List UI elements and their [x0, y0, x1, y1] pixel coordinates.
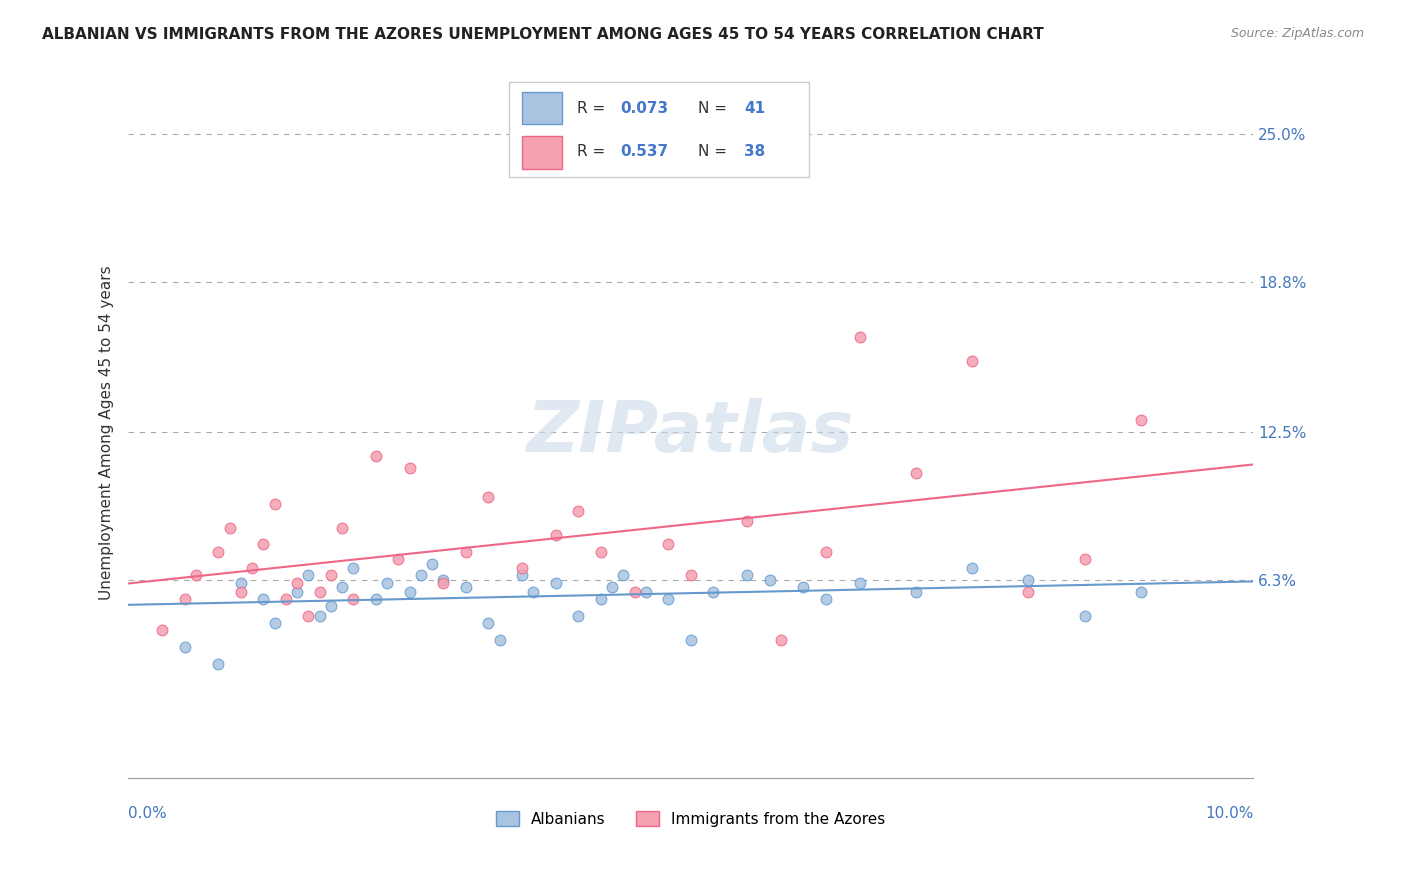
- Point: [960, 561, 983, 575]
- Point: [274, 592, 297, 607]
- Point: [1017, 585, 1039, 599]
- Y-axis label: Unemployment Among Ages 45 to 54 years: Unemployment Among Ages 45 to 54 years: [100, 265, 114, 599]
- Point: [522, 585, 544, 599]
- Text: 10.0%: 10.0%: [1205, 805, 1253, 821]
- Point: [252, 592, 274, 607]
- Point: [319, 568, 342, 582]
- Point: [735, 568, 758, 582]
- Point: [409, 568, 432, 582]
- Point: [398, 585, 420, 599]
- Point: [1073, 551, 1095, 566]
- Point: [252, 537, 274, 551]
- Point: [387, 551, 409, 566]
- Point: [297, 609, 319, 624]
- Point: [173, 592, 195, 607]
- Point: [510, 561, 533, 575]
- Point: [285, 575, 308, 590]
- Point: [544, 528, 567, 542]
- Point: [1073, 609, 1095, 624]
- Point: [375, 575, 398, 590]
- Point: [432, 575, 454, 590]
- Point: [150, 624, 173, 638]
- Point: [904, 466, 927, 480]
- Text: 0.0%: 0.0%: [128, 805, 167, 821]
- Text: 41: 41: [744, 101, 765, 116]
- Point: [679, 568, 702, 582]
- Point: [308, 609, 330, 624]
- Point: [263, 616, 285, 631]
- Point: [567, 504, 589, 518]
- Point: [240, 561, 263, 575]
- Point: [398, 461, 420, 475]
- Point: [1129, 585, 1152, 599]
- Point: [454, 544, 477, 558]
- Point: [364, 449, 387, 463]
- Point: [679, 632, 702, 647]
- Point: [848, 575, 870, 590]
- Point: [308, 585, 330, 599]
- Point: [297, 568, 319, 582]
- Point: [218, 521, 240, 535]
- Point: [207, 657, 229, 671]
- Point: [488, 632, 510, 647]
- Point: [657, 592, 679, 607]
- Bar: [522, 92, 562, 124]
- Text: ALBANIAN VS IMMIGRANTS FROM THE AZORES UNEMPLOYMENT AMONG AGES 45 TO 54 YEARS CO: ALBANIAN VS IMMIGRANTS FROM THE AZORES U…: [42, 27, 1043, 42]
- Legend: Albanians, Immigrants from the Azores: Albanians, Immigrants from the Azores: [489, 805, 891, 833]
- Point: [510, 568, 533, 582]
- Point: [544, 575, 567, 590]
- Point: [184, 568, 207, 582]
- Point: [589, 592, 612, 607]
- Bar: [522, 136, 562, 169]
- Text: 0.073: 0.073: [620, 101, 669, 116]
- Point: [623, 585, 645, 599]
- Text: ZIPatlas: ZIPatlas: [527, 398, 855, 467]
- Point: [702, 585, 724, 599]
- Point: [285, 585, 308, 599]
- Point: [960, 353, 983, 368]
- Point: [432, 573, 454, 587]
- Text: 0.537: 0.537: [620, 145, 669, 160]
- Point: [657, 537, 679, 551]
- Point: [612, 568, 634, 582]
- Text: N =: N =: [697, 101, 731, 116]
- Text: Source: ZipAtlas.com: Source: ZipAtlas.com: [1230, 27, 1364, 40]
- Point: [173, 640, 195, 654]
- Text: N =: N =: [697, 145, 731, 160]
- Point: [229, 575, 252, 590]
- Point: [342, 592, 364, 607]
- Point: [207, 544, 229, 558]
- Point: [263, 497, 285, 511]
- Text: R =: R =: [578, 101, 610, 116]
- Point: [589, 544, 612, 558]
- Point: [600, 580, 623, 594]
- Point: [567, 609, 589, 624]
- Text: R =: R =: [578, 145, 610, 160]
- FancyBboxPatch shape: [509, 82, 810, 178]
- Point: [792, 580, 814, 594]
- Point: [330, 580, 353, 594]
- Point: [420, 557, 443, 571]
- Point: [364, 592, 387, 607]
- Point: [758, 573, 780, 587]
- Point: [769, 632, 792, 647]
- Point: [229, 585, 252, 599]
- Point: [848, 330, 870, 344]
- Point: [1017, 573, 1039, 587]
- Point: [477, 490, 499, 504]
- Point: [634, 585, 657, 599]
- Point: [1129, 413, 1152, 427]
- Point: [735, 514, 758, 528]
- Text: 38: 38: [744, 145, 766, 160]
- Point: [330, 521, 353, 535]
- Point: [319, 599, 342, 614]
- Point: [477, 616, 499, 631]
- Point: [814, 544, 837, 558]
- Point: [904, 585, 927, 599]
- Point: [342, 561, 364, 575]
- Point: [454, 580, 477, 594]
- Point: [814, 592, 837, 607]
